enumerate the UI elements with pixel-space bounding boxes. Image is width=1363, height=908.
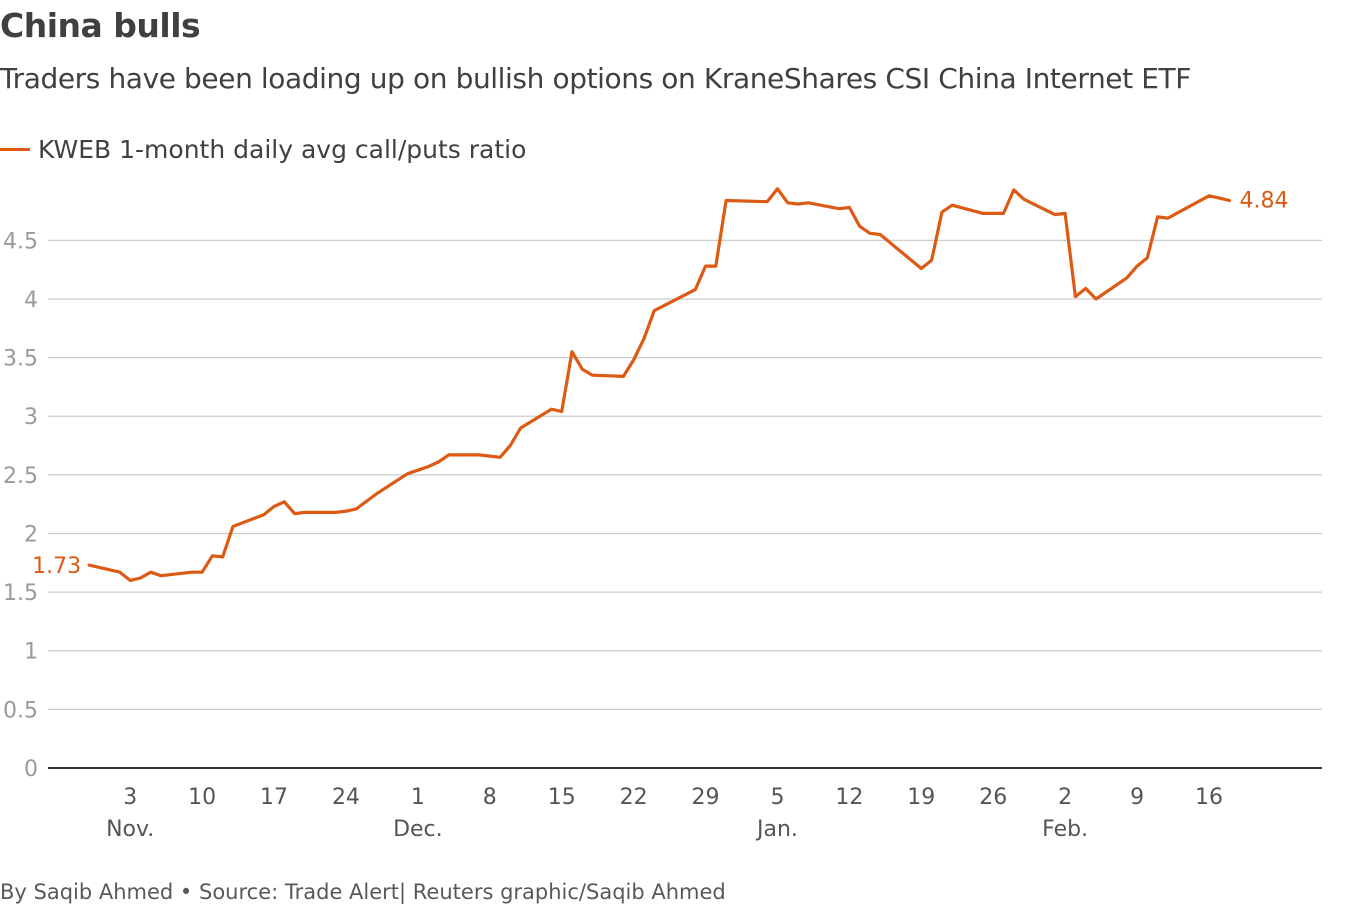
month-label: Nov. [106, 817, 154, 842]
x-tick-label: 3 [123, 785, 137, 810]
gridlines [48, 239, 1322, 769]
x-tick-label: 19 [907, 785, 935, 810]
x-tick-label: 26 [979, 785, 1007, 810]
legend: KWEB 1-month daily avg call/puts ratio [0, 132, 526, 166]
x-tick-label: 24 [332, 785, 360, 810]
series-group [87, 187, 1232, 582]
y-axis-ticks: 0 0.5 1 1.5 2 2.5 3 3.5 4 4.5 [3, 229, 38, 782]
month-label: Jan. [755, 817, 798, 842]
y-tick-label: 3.5 [3, 347, 38, 372]
month-label: Dec. [393, 817, 443, 842]
y-tick-label: 0 [24, 757, 38, 782]
x-tick-label: 16 [1195, 785, 1223, 810]
y-tick-label: 0.5 [3, 698, 38, 723]
x-tick-label: 5 [770, 785, 784, 810]
x-tick-label: 10 [188, 785, 216, 810]
legend-label: KWEB 1-month daily avg call/puts ratio [38, 134, 527, 164]
x-tick-label: 29 [692, 785, 720, 810]
end-labels: 1.73 4.84 [32, 188, 1288, 579]
x-tick-label: 12 [835, 785, 863, 810]
y-tick-label: 2.5 [3, 464, 38, 489]
x-tick-label: 2 [1058, 785, 1072, 810]
month-label: Feb. [1042, 817, 1088, 842]
y-tick-label: 1 [24, 640, 38, 665]
x-tick-label: 15 [548, 785, 576, 810]
x-tick-label: 22 [620, 785, 648, 810]
y-tick-label: 4 [24, 288, 38, 313]
x-tick-label: 8 [483, 785, 497, 810]
start-value-label: 1.73 [32, 554, 81, 579]
x-tick-label: 1 [411, 785, 425, 810]
chart-subtitle: Traders have been loading up on bullish … [0, 62, 1191, 95]
x-tick-label: 9 [1130, 785, 1144, 810]
line-chart: 00.511.522.533.544.5 3 10 17 24 1 8 15 22 29 5 12 1… [3, 187, 1322, 842]
end-value-label: 4.84 [1240, 188, 1289, 213]
y-tick-label: 3 [24, 405, 38, 430]
y-tick-label: 4.5 [3, 229, 38, 254]
y-tick-label: 2 [24, 522, 38, 547]
x-tick-label: 17 [260, 785, 288, 810]
legend-swatch [0, 147, 30, 151]
footer-credit: By Saqib Ahmed • Source: Trade Alert| Re… [0, 880, 726, 904]
series-line [87, 187, 1232, 582]
y-tick-label: 1.5 [3, 581, 38, 606]
chart-title: China bulls [0, 6, 201, 45]
